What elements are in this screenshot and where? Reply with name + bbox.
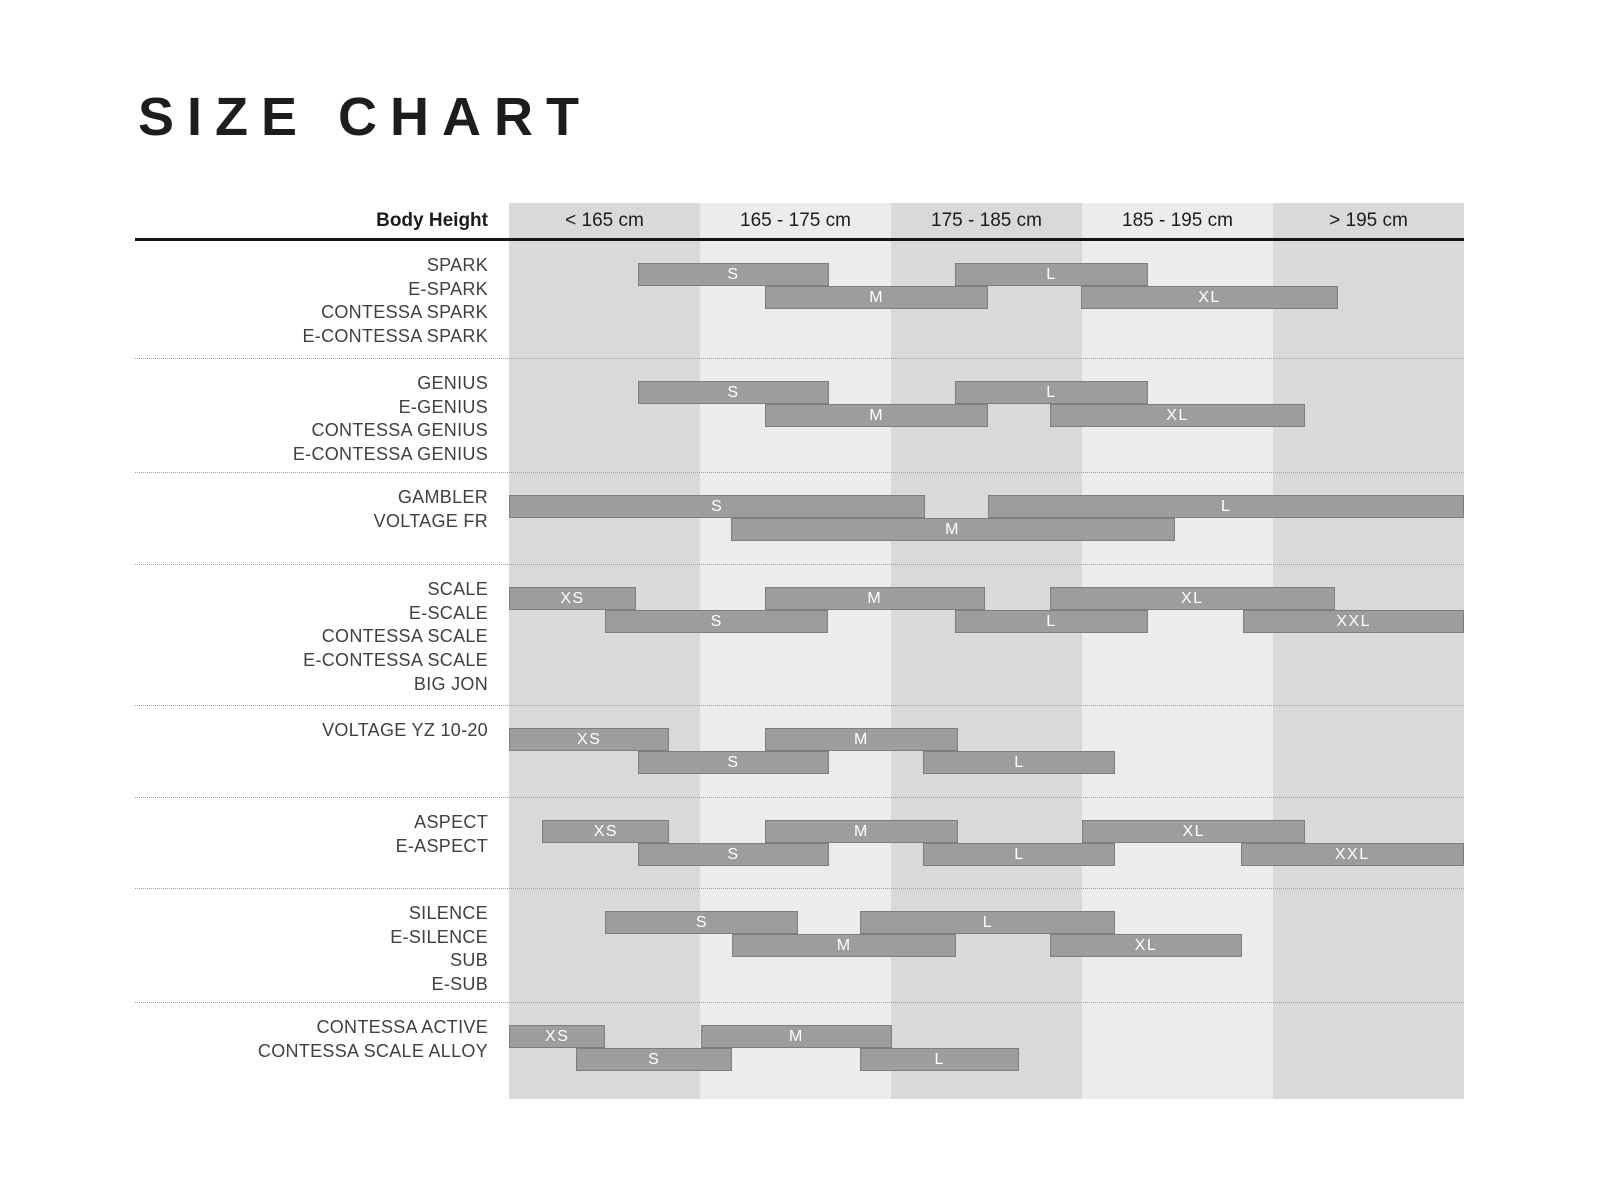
size-range-bar-m: M xyxy=(764,286,989,309)
model-label: CONTESSA SPARK xyxy=(321,302,488,323)
size-range-bar-l: L xyxy=(860,911,1116,934)
size-range-bar-xl: XL xyxy=(1049,587,1336,610)
size-range-bar-l: L xyxy=(954,610,1148,633)
size-range-bar-s: S xyxy=(637,381,829,404)
model-label: ASPECT xyxy=(414,812,488,832)
model-labels: GENIUS E-GENIUS CONTESSA GENIUS E-CONTESSA … xyxy=(135,372,488,467)
column-header: > 195 cm xyxy=(1273,203,1464,238)
model-label: E-SUB xyxy=(431,974,488,995)
model-label: SCALE xyxy=(427,579,488,599)
size-chart: Body Height < 165 cm 165 - 175 cm 175 - 18… xyxy=(135,203,1464,1099)
model-groups: SPARK E-SPARK CONTESSA SPARK E-CONTESSA SPA… xyxy=(135,241,1464,1099)
model-label: E-SPARK xyxy=(408,278,488,299)
model-label: GAMBLER xyxy=(397,487,488,507)
size-range-bar-s: S xyxy=(509,495,926,518)
size-range-bar-s: S xyxy=(575,1048,733,1071)
size-range-bar-l: L xyxy=(923,751,1116,774)
size-range-bar-l: L xyxy=(860,1048,1019,1071)
model-labels: GAMBLER VOLTAGE FR xyxy=(135,486,488,533)
model-label: E-CONTESSA SCALE xyxy=(303,650,488,671)
model-group: ASPECT E-ASPECT XS M XL S L XXL xyxy=(135,798,1464,889)
model-group: GENIUS E-GENIUS CONTESSA GENIUS E-CONTESSA … xyxy=(135,359,1464,473)
size-range-bar-xxl: XXL xyxy=(1240,843,1464,866)
header-rule xyxy=(135,238,1464,241)
size-range-bar-s: S xyxy=(605,911,799,934)
model-group: CONTESSA ACTIVE CONTESSA SCALE ALLOY XS M S L xyxy=(135,1003,1464,1099)
size-range-bar-m: M xyxy=(730,518,1175,541)
chart-header-row: Body Height < 165 cm 165 - 175 cm 175 - 18… xyxy=(135,203,1464,238)
size-range-bar-xl: XL xyxy=(1049,934,1243,957)
model-label: CONTESSA GENIUS xyxy=(311,420,488,441)
group-plot-area: S L M XL xyxy=(509,889,1464,1002)
model-label: E-GENIUS xyxy=(398,396,488,417)
size-range-bar-m: M xyxy=(764,728,958,751)
column-header: 165 - 175 cm xyxy=(700,203,891,238)
model-label: SPARK xyxy=(426,255,488,275)
model-label: CONTESSA ACTIVE xyxy=(316,1017,488,1037)
size-range-bar-l: L xyxy=(954,381,1148,404)
body-height-header-label: Body Height xyxy=(376,210,488,231)
model-labels: VOLTAGE YZ 10-20 xyxy=(135,719,488,743)
model-labels: SPARK E-SPARK CONTESSA SPARK E-CONTESSA SPA… xyxy=(135,254,488,349)
size-range-bar-l: L xyxy=(923,843,1116,866)
size-range-bar-s: S xyxy=(637,843,829,866)
size-range-bar-s: S xyxy=(637,263,829,286)
size-range-bar-xl: XL xyxy=(1049,404,1306,427)
size-range-bar-xs: XS xyxy=(509,1025,606,1048)
size-range-bar-m: M xyxy=(764,404,989,427)
page-title: SIZE CHART xyxy=(138,87,592,147)
model-label: GENIUS xyxy=(417,373,488,393)
size-range-bar-xs: XS xyxy=(509,587,636,610)
column-header: 185 - 195 cm xyxy=(1082,203,1273,238)
group-plot-area: XS M XL S L XXL xyxy=(509,798,1464,888)
model-label: VOLTAGE YZ 10-20 xyxy=(322,720,488,740)
model-label: VOLTAGE FR xyxy=(373,510,488,531)
size-range-bar-m: M xyxy=(700,1025,892,1048)
model-label: E-SCALE xyxy=(408,602,488,623)
model-label: SILENCE xyxy=(408,903,488,923)
model-labels: CONTESSA ACTIVE CONTESSA SCALE ALLOY xyxy=(135,1016,488,1063)
model-labels: ASPECT E-ASPECT xyxy=(135,811,488,858)
column-headers: < 165 cm 165 - 175 cm 175 - 185 cm 185 - 19… xyxy=(509,203,1464,238)
model-label: CONTESSA SCALE xyxy=(321,626,488,647)
model-group: VOLTAGE YZ 10-20 XS M S L xyxy=(135,706,1464,798)
group-plot-area: XS M XL S L XXL xyxy=(509,565,1464,705)
model-group: SPARK E-SPARK CONTESSA SPARK E-CONTESSA SPA… xyxy=(135,241,1464,359)
size-range-bar-xl: XL xyxy=(1082,820,1306,843)
group-plot-area: XS M S L xyxy=(509,1003,1464,1099)
size-range-bar-m: M xyxy=(732,934,956,957)
size-range-bar-xl: XL xyxy=(1081,286,1338,309)
size-range-bar-xs: XS xyxy=(509,728,670,751)
size-range-bar-s: S xyxy=(637,751,829,774)
model-label: E-SILENCE xyxy=(390,926,488,947)
model-label: SUB xyxy=(450,950,488,971)
model-label: E-ASPECT xyxy=(395,835,488,856)
size-range-bar-l: L xyxy=(988,495,1464,518)
model-label: E-CONTESSA GENIUS xyxy=(292,444,488,465)
column-header: 175 - 185 cm xyxy=(891,203,1082,238)
column-stripe xyxy=(1273,241,1464,1099)
model-labels: SILENCE E-SILENCE SUB E-SUB xyxy=(135,902,488,997)
model-labels: SCALE E-SCALE CONTESSA SCALE E-CONTESSA SCA… xyxy=(135,578,488,697)
model-group: GAMBLER VOLTAGE FR S L M xyxy=(135,473,1464,565)
size-range-bar-xxl: XXL xyxy=(1243,610,1464,633)
model-label: CONTESSA SCALE ALLOY xyxy=(257,1040,488,1061)
column-header: < 165 cm xyxy=(509,203,700,238)
chart-body: SPARK E-SPARK CONTESSA SPARK E-CONTESSA SPA… xyxy=(135,241,1464,1099)
size-range-bar-m: M xyxy=(764,587,985,610)
group-plot-area: S L M XL xyxy=(509,241,1464,358)
size-range-bar-xs: XS xyxy=(542,820,670,843)
size-range-bar-l: L xyxy=(954,263,1148,286)
group-plot-area: S L M XL xyxy=(509,359,1464,472)
model-label: E-CONTESSA SPARK xyxy=(302,326,488,347)
size-range-bar-m: M xyxy=(764,820,958,843)
size-range-bar-s: S xyxy=(605,610,828,633)
model-label: BIG JON xyxy=(413,673,488,694)
model-group: SILENCE E-SILENCE SUB E-SUB S L M XL xyxy=(135,889,1464,1003)
group-plot-area: XS M S L xyxy=(509,706,1464,797)
model-group: SCALE E-SCALE CONTESSA SCALE E-CONTESSA SCA… xyxy=(135,565,1464,706)
